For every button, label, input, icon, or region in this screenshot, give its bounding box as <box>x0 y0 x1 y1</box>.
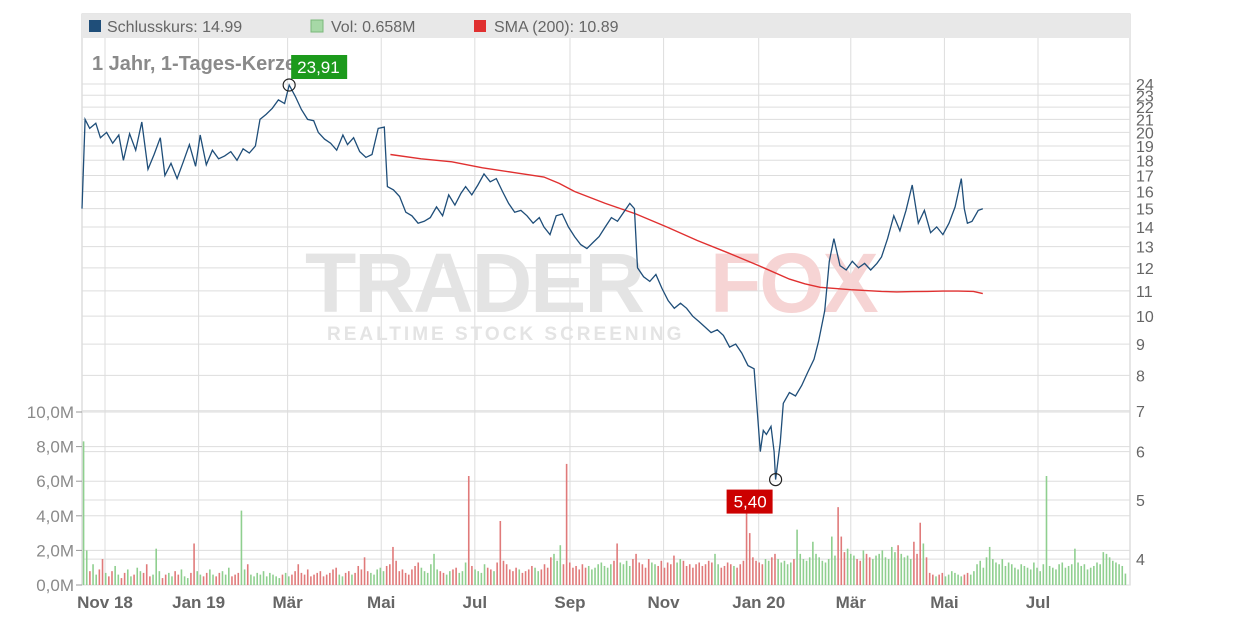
price-tick-label: 7 <box>1136 404 1145 421</box>
price-tick-label: 23 <box>1136 88 1154 105</box>
time-tick-label: Nov <box>648 593 681 612</box>
volume-axis: 0,0M 2,0M 4,0M 6,0M 8,0M 10,0M <box>27 403 82 595</box>
price-tick-label: 5 <box>1136 493 1145 510</box>
legend-bar <box>82 14 1130 38</box>
volume-tick-label: 2,0M <box>36 541 74 560</box>
time-tick-label: Jul <box>1026 593 1051 612</box>
volume-tick-label: 0,0M <box>36 576 74 595</box>
volume-tick-label: 4,0M <box>36 507 74 526</box>
low-point <box>768 472 783 487</box>
grid <box>82 38 1130 586</box>
high-label-box <box>291 54 348 79</box>
price-tick-label: 12 <box>1136 261 1154 278</box>
volume-tick-label: 6,0M <box>36 472 74 491</box>
price-tick-label: 6 <box>1136 445 1145 462</box>
price-tick-label: 8 <box>1136 368 1145 385</box>
sma-series <box>390 153 983 295</box>
time-tick-label: Mär <box>273 593 304 612</box>
plot-area <box>81 13 1131 586</box>
price-tick-label: 9 <box>1136 337 1145 354</box>
price-tick-label: 17 <box>1136 168 1154 185</box>
watermark-tagline: REALTIME STOCK SCREENING <box>327 324 684 345</box>
time-tick-label: Nov 18 <box>77 593 133 612</box>
price-tick-label: 21 <box>1136 112 1154 129</box>
time-axis: Nov 18 Jan 19 Mär Mai Jul Sep Nov Jan 20 Mär Mai J… <box>77 593 1050 612</box>
price-tick-label: 13 <box>1136 240 1154 257</box>
price-tick-label: 15 <box>1136 202 1154 219</box>
watermark-brand-a: TRADER <box>305 236 643 330</box>
time-tick-label: Mär <box>836 593 867 612</box>
watermark-brand-b: FOX <box>710 236 879 330</box>
time-tick-label: Jul <box>463 593 488 612</box>
volume-tick-label: 10,0M <box>27 403 74 422</box>
price-tick-label: 14 <box>1136 220 1154 237</box>
time-tick-label: Jan 19 <box>172 593 225 612</box>
time-tick-label: Jan 20 <box>732 593 785 612</box>
volume-tick-label: 8,0M <box>36 438 74 457</box>
sma-line <box>390 153 983 295</box>
price-tick-label: 24 <box>1136 77 1154 94</box>
price-tick-label: 22 <box>1136 100 1154 117</box>
price-tick-label: 20 <box>1136 125 1154 142</box>
legend-sma-label: SMA (200): 10.89 <box>494 19 619 36</box>
chart-title: 1 Jahr, 1-Tages-Kerzen <box>92 53 308 75</box>
low-label: 5,40 <box>734 493 767 512</box>
time-tick-label: Mai <box>367 593 395 612</box>
watermark-logo: TRADER FOX REALTIME STOCK SCREENING <box>305 236 881 345</box>
legend-vol-swatch <box>310 19 324 33</box>
low-label-box <box>726 489 773 514</box>
legend-sma-swatch <box>474 20 486 32</box>
time-tick-label: Mai <box>930 593 958 612</box>
legend-close-label: Schlusskurs: 14.99 <box>107 19 242 36</box>
price-tick-label: 18 <box>1136 153 1154 170</box>
high-label: 23,91 <box>297 58 340 77</box>
price-tick-label: 19 <box>1136 139 1154 156</box>
high-marker: 23,91 <box>282 54 348 92</box>
close-series <box>81 83 984 480</box>
price-tick-label: 10 <box>1136 309 1154 326</box>
price-tick-label: 11 <box>1136 284 1153 301</box>
low-marker: 5,40 <box>726 472 783 514</box>
volume-bars <box>82 441 1127 585</box>
legend-vol-label: Vol: 0.658M <box>331 19 416 36</box>
time-tick-label: Sep <box>554 593 585 612</box>
price-tick-label: 16 <box>1136 185 1154 202</box>
legend-close-swatch <box>89 20 101 32</box>
close-line <box>81 83 984 480</box>
high-point <box>282 78 296 92</box>
price-tick-label: 4 <box>1136 552 1145 569</box>
